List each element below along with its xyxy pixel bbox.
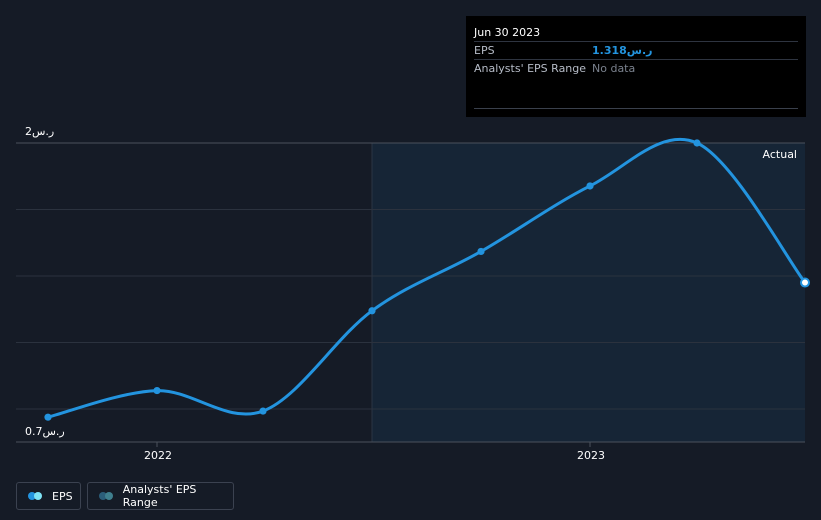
grid-lines [16,142,805,410]
tooltip-range-label: Analysts' EPS Range [474,62,587,75]
analysts-range-legend-icon [99,492,115,500]
eps-point [477,247,485,256]
eps-point [800,277,810,288]
legend-item-analysts-range[interactable]: Analysts' EPS Range [87,482,234,510]
tooltip-range-value: No data [592,62,636,75]
eps-point [586,182,594,190]
x-tick-label-2022: 2022 [144,449,172,462]
tooltip-panel: Jun 30 2023 EPS 1.318ر.س Analysts' EPS R… [466,16,806,117]
y-tick-label-bottom: 0.7ر.س [25,425,65,438]
past-data-region [372,143,805,442]
eps-point [153,386,161,395]
eps-point [368,307,376,315]
eps-points [44,139,810,421]
y-tick-label-top: 2ر.س [25,125,54,138]
tooltip-row-range: Analysts' EPS Range No data [474,60,798,77]
x-tick-label-2023: 2023 [577,449,605,462]
tooltip-date: Jun 30 2023 [474,24,798,42]
legend-range-label: Analysts' EPS Range [122,483,197,509]
eps-point [693,139,701,147]
tooltip-eps-label: EPS [474,44,495,57]
tooltip-divider [474,108,798,109]
eps-point [259,407,267,415]
eps-point [44,413,52,421]
actual-label: Actual [763,148,797,161]
legend-item-eps[interactable]: EPS [16,482,81,510]
eps-legend-icon [28,492,44,500]
x-axis-ticks [156,442,591,447]
tooltip-eps-value: 1.318ر.س [592,44,653,57]
tooltip-row-eps: EPS 1.318ر.س [474,42,798,60]
legend-eps-label: EPS [52,489,73,503]
